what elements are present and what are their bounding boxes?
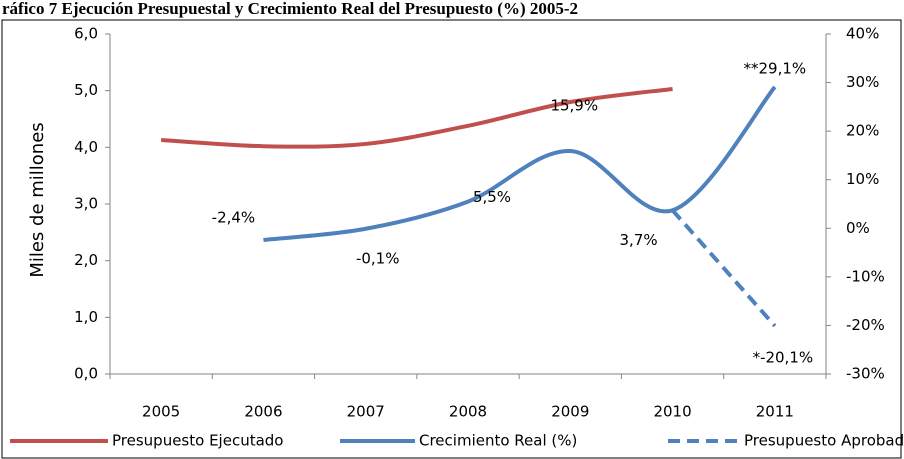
y-tick-label: 3,0	[74, 195, 98, 213]
data-label: -2,4%	[212, 208, 256, 226]
y-tick-label: 4,0	[74, 138, 98, 156]
data-label: *-20,1%	[753, 348, 814, 366]
y-tick-label: 1,0	[74, 308, 98, 326]
x-tick-label: 2007	[347, 403, 385, 421]
y-tick-label: 2,0	[74, 251, 98, 269]
y2-tick-label: -20%	[846, 316, 885, 334]
x-tick-label: 2008	[449, 403, 487, 421]
legend-label: Presupuesto Aprobado	[744, 432, 904, 450]
legend-label: Crecimiento Real (%)	[419, 432, 577, 450]
y2-tick-label: 10%	[846, 170, 879, 188]
data-label: 15,9%	[550, 97, 598, 115]
y2-tick-label: -10%	[846, 267, 885, 285]
data-label: -0,1%	[356, 249, 400, 267]
chart-frame	[1, 19, 902, 459]
y2-tick-label: 0%	[846, 219, 870, 237]
y2-tick-label: -30%	[846, 365, 885, 383]
series-line	[263, 85, 777, 242]
y2-tick-label: 30%	[846, 73, 879, 91]
legend-label: Presupuesto Ejecutado	[112, 432, 283, 450]
y2-tick-label: 40%	[846, 25, 879, 43]
y2-tick-label: 20%	[846, 122, 879, 140]
x-tick-label: 2010	[653, 403, 691, 421]
x-tick-label: 2006	[244, 403, 282, 421]
data-label: 5,5%	[473, 188, 511, 206]
series-line	[161, 86, 673, 149]
y-axis-label: Miles de millones	[27, 122, 48, 277]
y-tick-label: 0,0	[74, 365, 98, 383]
x-tick-label: 2011	[756, 403, 794, 421]
y-tick-label: 6,0	[74, 25, 98, 43]
y-tick-label: 5,0	[74, 81, 98, 99]
data-label: 3,7%	[620, 231, 658, 249]
x-tick-label: 2009	[551, 403, 589, 421]
series-line	[671, 208, 777, 328]
x-tick-label: 2005	[142, 403, 180, 421]
data-label: **29,1%	[744, 59, 807, 77]
chart-title: ráfico 7 Ejecución Presupuestal y Crecim…	[2, 0, 578, 18]
